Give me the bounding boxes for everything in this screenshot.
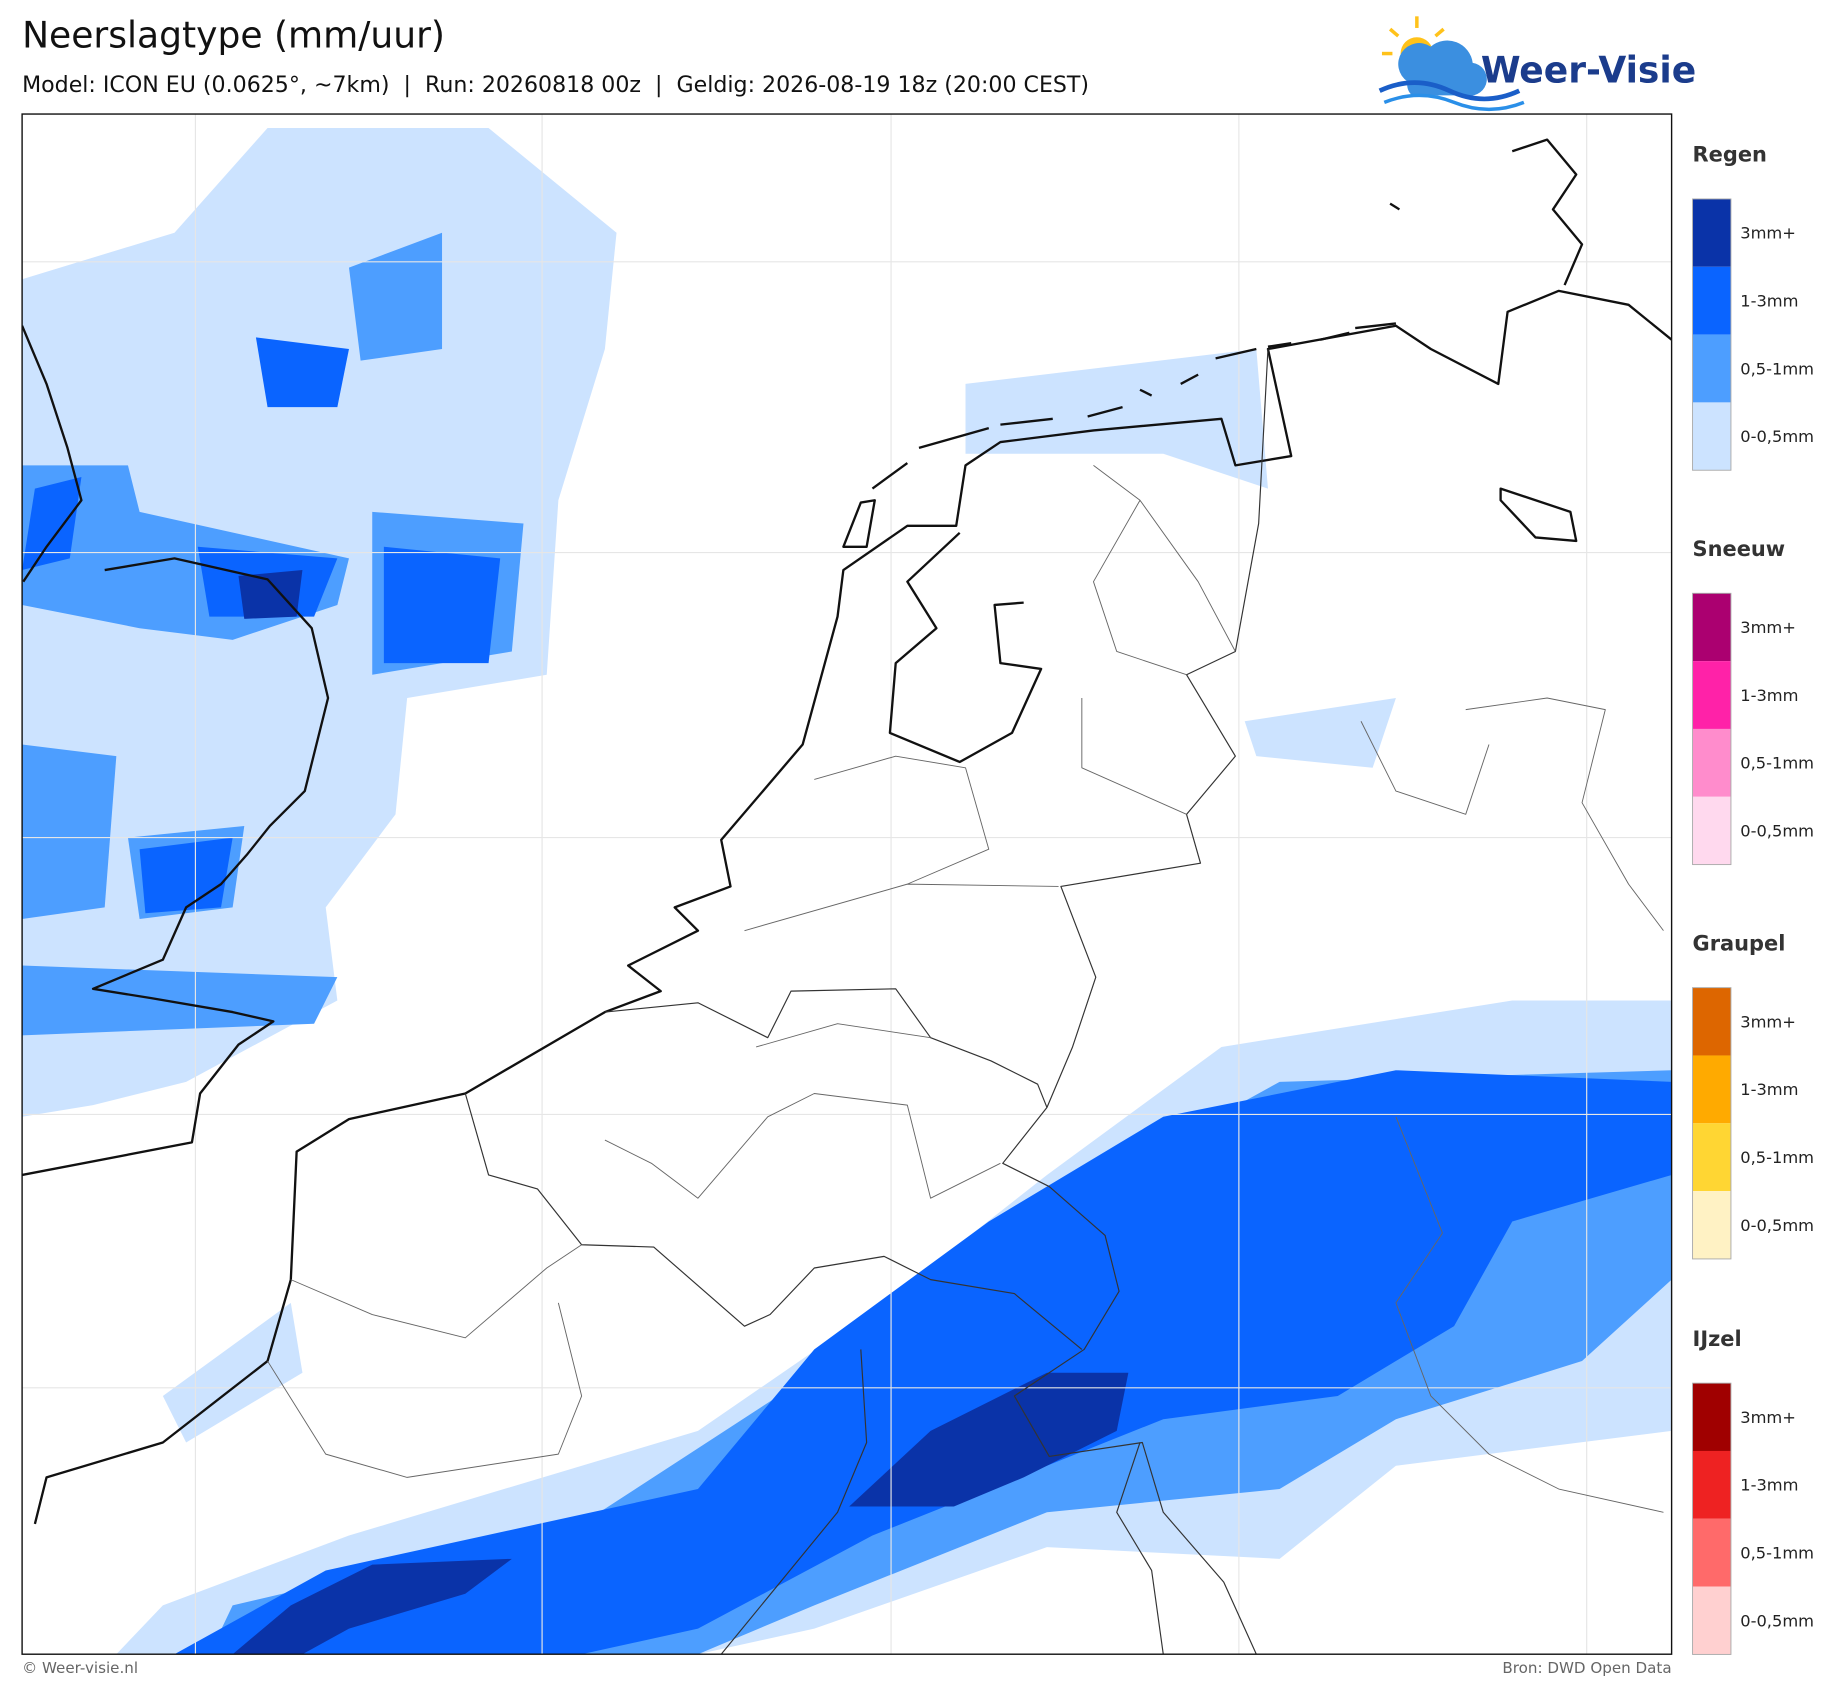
legend-label: 0-0,5mm bbox=[1740, 1611, 1814, 1630]
legend-label: 0,5-1mm bbox=[1740, 1544, 1814, 1563]
precip-area bbox=[162, 1302, 303, 1443]
legend-label: 0,5-1mm bbox=[1740, 359, 1814, 378]
credit: © Weer-visie.nl bbox=[22, 1659, 138, 1677]
source: Bron: DWD Open Data bbox=[1502, 1659, 1671, 1677]
legend-label: 0,5-1mm bbox=[1740, 754, 1814, 773]
precip-area bbox=[348, 232, 443, 361]
legend-swatch bbox=[1692, 334, 1731, 403]
border-nl-de bbox=[1002, 348, 1269, 1655]
legend-label: 0-0,5mm bbox=[1740, 821, 1814, 840]
legend-label: 1-3mm bbox=[1740, 686, 1798, 705]
legend-label: 0,5-1mm bbox=[1740, 1148, 1814, 1167]
coastline-continent bbox=[33, 289, 1672, 1525]
legend-swatch bbox=[1692, 266, 1731, 335]
legend-frame bbox=[1692, 592, 1732, 866]
coastline-islands bbox=[842, 322, 1397, 548]
legend-swatch bbox=[1692, 1586, 1731, 1655]
map-frame bbox=[21, 113, 1673, 1655]
logo-text: Weer-Visie bbox=[1481, 50, 1696, 92]
precip-area bbox=[174, 1070, 1672, 1655]
precip-area bbox=[383, 546, 501, 664]
legend-swatch bbox=[1692, 661, 1731, 729]
legend-title: Regen bbox=[1693, 143, 1767, 167]
precip-area bbox=[965, 349, 1268, 489]
legend: Regen 3mm+ 1-3mm 0,5-1mm 0-0,5mm Sneeuw 3mm+ 1-… bbox=[1692, 143, 1814, 1655]
legend-label: 3mm+ bbox=[1740, 618, 1796, 637]
legend-swatch bbox=[1692, 1123, 1731, 1192]
regions bbox=[267, 464, 1664, 1513]
border-be-nl bbox=[604, 988, 1048, 1108]
legend-swatch bbox=[1692, 198, 1731, 267]
legend-swatch bbox=[1692, 593, 1731, 662]
legend-swatch bbox=[1692, 402, 1731, 471]
logo-wave bbox=[1378, 80, 1521, 102]
legend-swatch bbox=[1692, 1450, 1731, 1519]
legend-swatch bbox=[1692, 1383, 1731, 1451]
legend-label: 0-0,5mm bbox=[1740, 1216, 1814, 1235]
legend-label: 3mm+ bbox=[1740, 1408, 1796, 1427]
precip-area bbox=[849, 1372, 1129, 1507]
legend-title: Graupel bbox=[1693, 931, 1786, 955]
title: Neerslagtype (mm/uur) bbox=[22, 15, 445, 57]
precip-area bbox=[232, 1558, 512, 1655]
precip-area bbox=[238, 570, 303, 619]
coastline-denmark bbox=[1389, 138, 1584, 543]
legend-swatch bbox=[1692, 1191, 1731, 1259]
precip-area bbox=[1244, 698, 1396, 768]
legend-label: 3mm+ bbox=[1740, 224, 1796, 243]
logo: Weer-Visie bbox=[1378, 16, 1696, 112]
legend-frame bbox=[1692, 1382, 1732, 1655]
legend-swatch bbox=[1692, 987, 1731, 1056]
legend-swatch bbox=[1692, 796, 1731, 865]
legend-frame bbox=[1692, 987, 1732, 1260]
border-fr-de bbox=[720, 1349, 1164, 1655]
logo-wave bbox=[1383, 93, 1525, 112]
precip-area bbox=[255, 337, 349, 408]
legend-swatch bbox=[1692, 1055, 1731, 1124]
legend-title: IJzel bbox=[1693, 1327, 1742, 1351]
legend-label: 1-3mm bbox=[1740, 292, 1798, 311]
map bbox=[22, 114, 1672, 1655]
legend-label: 3mm+ bbox=[1740, 1012, 1796, 1031]
legend-swatch bbox=[1692, 1518, 1731, 1587]
legend-frame bbox=[1692, 198, 1732, 471]
logo-rays bbox=[1381, 16, 1445, 56]
legend-swatch bbox=[1692, 728, 1731, 797]
precipitation bbox=[22, 128, 1672, 1655]
legend-label: 1-3mm bbox=[1740, 1080, 1798, 1099]
border-be-fr bbox=[464, 1093, 1083, 1350]
legend-label: 0-0,5mm bbox=[1740, 427, 1814, 446]
legend-label: 1-3mm bbox=[1740, 1476, 1798, 1495]
graticule bbox=[22, 114, 1672, 1655]
ijsselmeer bbox=[888, 531, 1043, 764]
coastline-england bbox=[22, 325, 330, 1177]
precip-area bbox=[22, 744, 117, 920]
legend-title: Sneeuw bbox=[1693, 537, 1786, 561]
precip-area bbox=[22, 476, 82, 571]
subtitle: Model: ICON EU (0.0625°, ~7km) | Run: 20… bbox=[22, 72, 1089, 98]
precip-area bbox=[139, 837, 233, 914]
